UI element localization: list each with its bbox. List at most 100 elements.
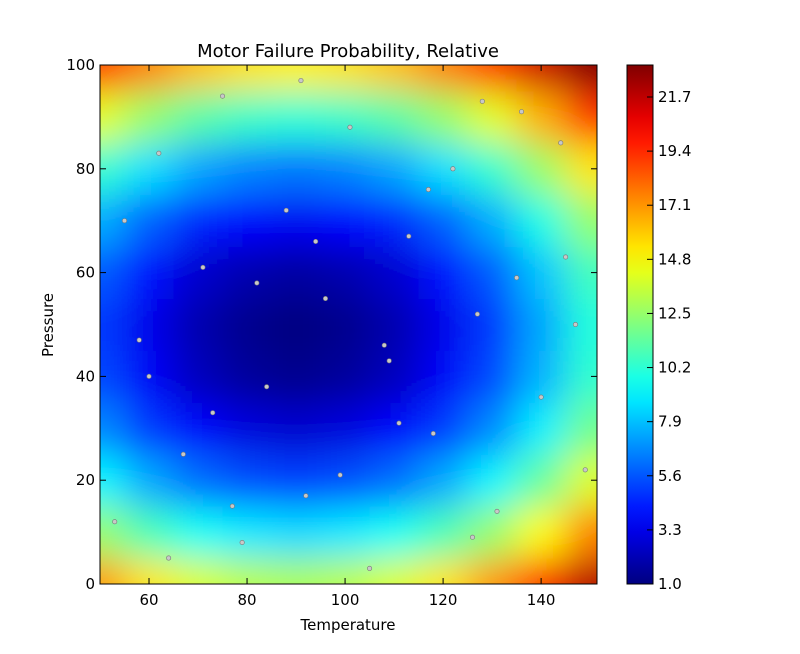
heat-cell: [173, 402, 224, 455]
heat-cell: [124, 454, 175, 507]
scatter-point: [538, 394, 544, 400]
scatter-point: [303, 493, 309, 499]
colorbar-tick-label: 17.1: [658, 196, 691, 214]
heat-cell: [320, 142, 371, 196]
heat-cell: [565, 506, 597, 559]
heat-cell: [271, 65, 322, 92]
heat-cell: [516, 90, 567, 144]
scatter-point: [220, 93, 226, 99]
scatter-point: [200, 264, 206, 270]
scatter-point: [283, 207, 289, 213]
x-axis-label: Temperature: [299, 616, 395, 634]
heat-cell: [271, 454, 322, 507]
scatter-point: [479, 98, 485, 104]
y-tick-label: 80: [76, 160, 95, 178]
scatter-layer: [112, 78, 588, 571]
heat-cell: [124, 90, 175, 144]
colorbar-tick-label: 12.5: [658, 304, 691, 322]
heat-cell: [516, 454, 567, 507]
heat-cell: [418, 506, 469, 559]
heat-cell: [222, 350, 273, 403]
scatter-point: [430, 430, 436, 436]
scatter-point: [582, 467, 588, 473]
heat-cell: [320, 246, 371, 300]
heat-cell: [124, 506, 175, 559]
colorbar-tick-label: 21.7: [658, 88, 691, 106]
heat-cell: [467, 194, 518, 248]
heat-cell: [173, 454, 224, 507]
scatter-point: [180, 451, 186, 457]
heat-cell: [467, 298, 518, 351]
x-tick-label: 60: [139, 591, 158, 609]
heat-cell: [418, 194, 469, 248]
colorbar-tick-label: 5.6: [658, 467, 682, 485]
heat-cell: [565, 90, 597, 144]
heat-cell: [369, 454, 420, 507]
heat-cell: [516, 246, 567, 300]
heat-cell: [369, 298, 420, 351]
scatter-point: [264, 384, 270, 390]
heat-cell: [222, 402, 273, 455]
scatter-point: [519, 109, 525, 115]
heat-cell: [565, 194, 597, 248]
colorbar-tick-label: 14.8: [658, 250, 691, 268]
heat-cell: [173, 194, 224, 248]
heat-cell: [173, 558, 224, 584]
heat-cell: [369, 402, 420, 455]
heat-cell: [516, 298, 567, 351]
heat-cell: [100, 194, 126, 248]
heat-cell: [320, 194, 371, 248]
heat-cell: [100, 142, 126, 196]
heat-cell: [369, 558, 420, 584]
heat-cell: [369, 246, 420, 300]
heat-cell: [516, 402, 567, 455]
heat-cell: [418, 402, 469, 455]
colorbar-tick-label: 7.9: [658, 413, 682, 431]
scatter-point: [210, 410, 216, 416]
heat-cell: [418, 454, 469, 507]
heat-cell: [320, 350, 371, 403]
heat-cell: [100, 454, 126, 507]
heat-cell: [124, 142, 175, 196]
heat-cell: [565, 558, 597, 584]
scatter-point: [239, 539, 245, 545]
heat-cell: [369, 65, 420, 92]
chart-title: Motor Failure Probability, Relative: [197, 41, 499, 62]
scatter-point: [122, 218, 128, 224]
heat-cell: [516, 350, 567, 403]
scatter-point: [166, 555, 172, 561]
heat-cell: [467, 65, 518, 92]
heat-cell: [173, 65, 224, 92]
heat-cell: [418, 246, 469, 300]
scatter-point: [156, 150, 162, 156]
heat-cell: [467, 506, 518, 559]
y-tick-label: 40: [76, 367, 95, 385]
heat-cell: [516, 142, 567, 196]
scatter-point: [367, 565, 373, 571]
heat-cell: [100, 558, 126, 584]
heat-cell: [565, 65, 597, 92]
heat-cell: [222, 90, 273, 144]
colorbar-tick-label: 1.0: [658, 575, 682, 593]
y-tick-label: 60: [76, 264, 95, 282]
scatter-point: [558, 140, 564, 146]
scatter-point: [386, 358, 392, 364]
heat-cell: [320, 402, 371, 455]
heat-cell: [369, 506, 420, 559]
heat-cell: [271, 142, 322, 196]
heat-cell: [124, 246, 175, 300]
heat-cell: [271, 558, 322, 584]
heat-cell: [565, 298, 597, 351]
heat-cell: [271, 506, 322, 559]
heat-cell: [320, 454, 371, 507]
heat-cell: [320, 298, 371, 351]
heat-cell: [124, 194, 175, 248]
scatter-point: [474, 311, 480, 317]
scatter-point: [146, 373, 152, 379]
scatter-point: [494, 508, 500, 514]
heat-cell: [271, 402, 322, 455]
heat-cell: [467, 246, 518, 300]
heat-cell: [222, 506, 273, 559]
scatter-point: [254, 280, 260, 286]
